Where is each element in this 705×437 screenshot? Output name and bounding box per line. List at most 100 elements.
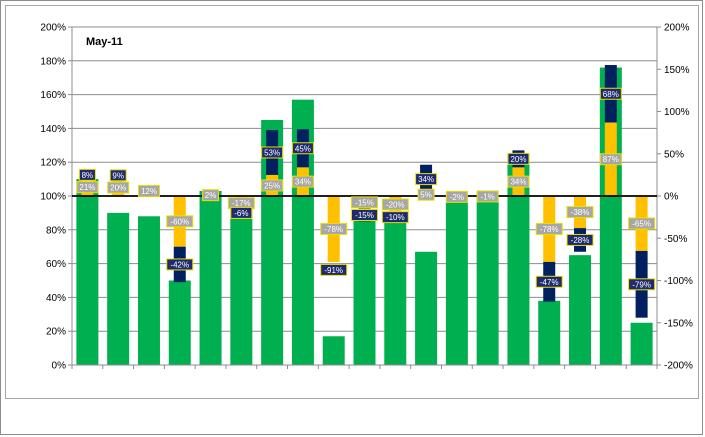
data-label: -91%	[324, 266, 343, 275]
data-label: -6%	[234, 209, 248, 218]
data-label: 2%	[205, 191, 217, 200]
data-label: 12%	[141, 187, 157, 196]
data-label: 5%	[420, 191, 432, 200]
data-label: -17%	[232, 199, 251, 208]
bar-primary	[630, 322, 653, 365]
data-label-box	[78, 168, 96, 181]
y-tick-label: 200%	[40, 23, 66, 34]
data-label: -38%	[571, 208, 590, 217]
data-label: 68%	[603, 90, 619, 99]
data-label: 34%	[510, 178, 526, 187]
data-label: 45%	[295, 144, 311, 153]
bar-primary	[230, 207, 253, 365]
data-label: -15%	[355, 198, 374, 207]
data-label: 34%	[418, 175, 434, 184]
data-label: -2%	[450, 193, 464, 202]
data-label-box	[566, 206, 594, 219]
bar-primary	[168, 280, 191, 365]
data-label-box	[381, 198, 409, 211]
data-label-box	[320, 263, 348, 276]
y2-tick-label: -100%	[664, 276, 693, 287]
bar-primary	[415, 251, 438, 365]
data-label: 25%	[264, 181, 280, 190]
y-tick-label: 120%	[40, 158, 66, 169]
y-tick-label: 0%	[52, 361, 67, 372]
y2-tick-label: 0%	[664, 192, 679, 203]
data-label-box	[261, 179, 284, 192]
data-label: 21%	[79, 183, 95, 192]
data-label-box	[476, 190, 499, 203]
y-tick-label: 80%	[46, 225, 66, 236]
data-label: -20%	[386, 200, 405, 209]
data-label-box	[137, 184, 160, 197]
y-tick-label: 100%	[40, 192, 66, 203]
data-label: -42%	[170, 260, 189, 269]
data-label-box	[202, 189, 220, 202]
bar-primary	[107, 212, 130, 365]
y-tick-label: 40%	[46, 293, 66, 304]
data-label-box	[507, 152, 530, 165]
data-label-box	[291, 175, 314, 188]
y-tick-label: 60%	[46, 259, 66, 270]
data-label-box	[417, 188, 435, 201]
bar-primary	[384, 217, 407, 365]
data-label-box	[109, 169, 127, 182]
data-label: -78%	[324, 225, 343, 234]
y2-tick-label: 200%	[664, 23, 690, 34]
y-tick-label: 160%	[40, 90, 66, 101]
bar-primary	[476, 194, 499, 365]
data-label-box	[628, 278, 656, 291]
y2-tick-label: 50%	[664, 149, 684, 160]
data-labels: 21% 8% 20% 9% 12% -60% -42% 2% -17%-6% 25% 53% 34% 4…	[76, 87, 656, 291]
bar-primary	[353, 216, 376, 365]
data-label-box	[291, 142, 314, 155]
data-label-box	[166, 258, 194, 271]
data-label: 20%	[510, 155, 526, 164]
data-label-box	[535, 222, 563, 235]
data-label: -10%	[386, 213, 405, 222]
bar-primary	[137, 216, 160, 365]
data-label-box	[351, 196, 378, 209]
data-label-box	[166, 215, 194, 228]
bar-primary	[538, 300, 561, 365]
bar-primary	[569, 255, 592, 365]
data-label-box	[599, 153, 622, 166]
bar-primary	[322, 336, 345, 365]
chart-area[interactable]	[5, 5, 699, 399]
chart-title: May-11	[86, 36, 123, 48]
y2-tick-label: 150%	[664, 65, 690, 76]
data-label-box	[599, 87, 622, 100]
y-tick-label: 180%	[40, 56, 66, 67]
y-tick-label: 140%	[40, 124, 66, 135]
bar-primary	[445, 196, 468, 365]
bar-primary	[76, 179, 99, 365]
data-label: -60%	[170, 217, 189, 226]
data-label: -79%	[632, 280, 651, 289]
data-label: 53%	[264, 148, 280, 157]
data-label-box	[107, 181, 130, 194]
data-label: -1%	[481, 192, 495, 201]
data-label: 9%	[112, 171, 124, 180]
data-label-box	[507, 175, 530, 188]
data-label-box	[261, 146, 284, 159]
data-label-box	[381, 211, 409, 224]
data-label: -78%	[540, 225, 559, 234]
y2-tick-label: 100%	[664, 107, 690, 118]
bar-primary	[507, 153, 530, 365]
data-label-box	[351, 209, 378, 222]
data-label: 8%	[82, 171, 94, 180]
data-label: 20%	[110, 184, 126, 193]
data-label: 87%	[603, 155, 619, 164]
y-tick-label: 20%	[46, 327, 66, 338]
y2-tick-label: -50%	[664, 234, 687, 245]
data-label-box	[566, 233, 594, 246]
data-label: -28%	[571, 236, 590, 245]
data-label-box	[76, 181, 99, 194]
data-label-box	[415, 173, 438, 186]
y2-tick-label: -200%	[664, 361, 693, 372]
bar-primary	[199, 190, 222, 365]
data-label-box	[535, 275, 563, 288]
data-label-box	[320, 222, 348, 235]
